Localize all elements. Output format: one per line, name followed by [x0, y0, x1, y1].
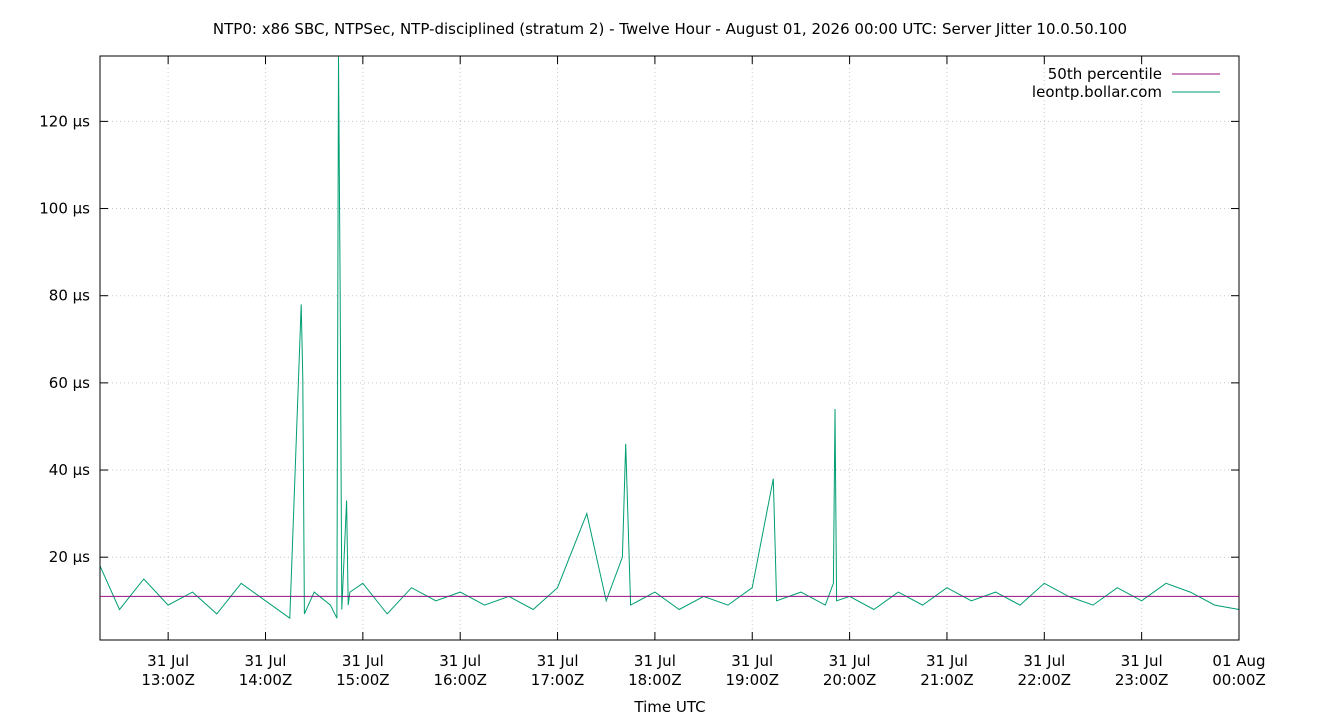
x-tick-label: 31 Jul [829, 652, 871, 670]
x-tick-label: 31 Jul [245, 652, 287, 670]
x-tick-label: 21:00Z [920, 671, 974, 689]
y-tick-label: 20 µs [49, 548, 90, 566]
plot-frame [99, 55, 1240, 641]
chart-title: NTP0: x86 SBC, NTPSec, NTP-disciplined (… [213, 20, 1127, 38]
x-tick-label: 16:00Z [433, 671, 487, 689]
series-line-1 [99, 55, 1240, 620]
series-layer [99, 55, 1240, 620]
x-tick-label: 31 Jul [1023, 652, 1065, 670]
x-tick-label: 17:00Z [531, 671, 585, 689]
x-tick-label: 13:00Z [141, 671, 195, 689]
x-axis-label: Time UTC [633, 698, 705, 716]
x-tick-label: 31 Jul [731, 652, 773, 670]
legend-label: leontp.bollar.com [1032, 83, 1162, 101]
x-tick-label: 31 Jul [439, 652, 481, 670]
x-tick-label: 22:00Z [1018, 671, 1072, 689]
grid-lines [100, 56, 1240, 640]
x-tick-label: 20:00Z [823, 671, 877, 689]
x-tick-label: 15:00Z [336, 671, 390, 689]
x-tick-label: 31 Jul [342, 652, 384, 670]
y-tick-label: 100 µs [39, 200, 90, 218]
legend-label: 50th percentile [1048, 65, 1162, 83]
x-tick-label: 31 Jul [537, 652, 579, 670]
x-tick-label: 19:00Z [725, 671, 779, 689]
x-tick-label: 31 Jul [1121, 652, 1163, 670]
x-tick-label: 14:00Z [239, 671, 293, 689]
x-tick-label: 00:00Z [1212, 671, 1266, 689]
x-tick-label: 23:00Z [1115, 671, 1169, 689]
y-tick-label: 60 µs [49, 374, 90, 392]
y-axis: 20 µs 40 µs 60 µs 80 µs 100 µs 120 µs [39, 112, 1239, 566]
x-tick-label: 31 Jul [926, 652, 968, 670]
x-tick-label: 01 Aug [1212, 652, 1265, 670]
x-tick-label: 18:00Z [628, 671, 682, 689]
y-tick-label: 40 µs [49, 461, 90, 479]
y-tick-label: 80 µs [49, 287, 90, 305]
x-tick-label: 31 Jul [634, 652, 676, 670]
x-tick-label: 31 Jul [147, 652, 189, 670]
y-tick-label: 120 µs [39, 112, 90, 130]
